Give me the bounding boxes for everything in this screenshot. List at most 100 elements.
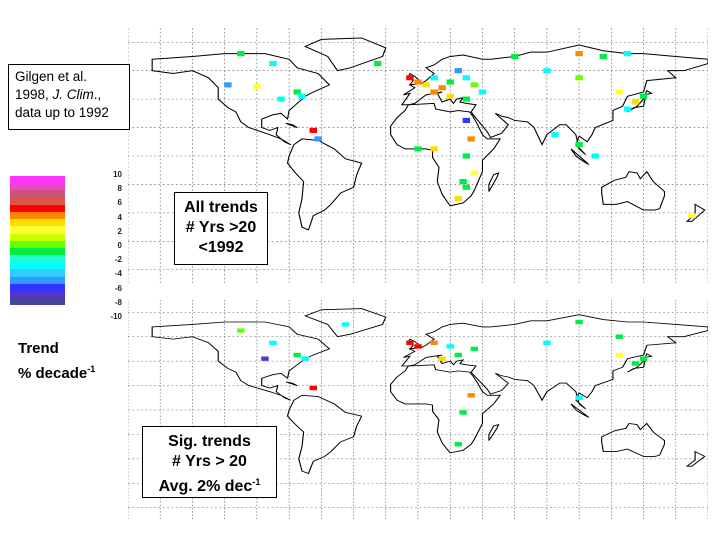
top-station-marker [309, 127, 317, 133]
top-station-marker [314, 136, 322, 142]
scale-swatch [10, 298, 65, 306]
top-panel-label-box: All trends # Yrs >20 <1992 [174, 192, 268, 265]
scale-tick-label: 6 [117, 198, 122, 208]
top-station-marker [237, 51, 245, 57]
top-station-marker [438, 85, 446, 91]
top-station-marker [467, 136, 475, 142]
legend-unit: % decade [18, 365, 88, 382]
bottom-station-marker [341, 322, 350, 327]
top-station-marker [414, 146, 422, 152]
scale-tick-label: 4 [117, 212, 122, 222]
scale-swatch [10, 269, 65, 277]
scale-swatch [10, 276, 65, 284]
bottom-station-marker [261, 356, 269, 361]
citation-line2: 1998, J. Clim., [15, 86, 129, 104]
top-station-marker [462, 153, 471, 159]
bottom-panel-label-box: Sig. trends # Yrs > 20 Avg. 2% dec-1 [142, 426, 277, 498]
citation-journal: J. Clim [52, 87, 94, 102]
scale-tick-label: 8 [117, 184, 122, 194]
top-station-marker [615, 89, 624, 95]
bottom-station-marker [406, 340, 414, 345]
coastline [151, 53, 331, 146]
top-map-panel [128, 28, 708, 284]
top-station-marker [224, 82, 232, 88]
top-station-marker [510, 53, 519, 60]
coastline [570, 403, 590, 418]
top-station-marker [551, 132, 559, 138]
top-station-marker [631, 99, 640, 105]
top-label-line3: <1992 [198, 239, 244, 256]
bottom-label-exponent: -1 [252, 477, 261, 487]
top-station-marker [374, 60, 382, 67]
bottom-station-marker [575, 395, 583, 400]
coastline [570, 148, 590, 165]
top-station-marker [446, 93, 454, 99]
scale-tick-label: -8 [114, 297, 122, 307]
top-station-marker [470, 82, 479, 88]
coastline [400, 314, 708, 410]
bottom-station-marker [459, 410, 467, 415]
bottom-station-marker [467, 393, 475, 398]
citation-suffix: ., [93, 87, 102, 102]
citation-box: Gilgen et al. 1998, J. Clim., data up to… [8, 64, 130, 130]
top-station-marker [623, 106, 632, 112]
top-station-marker [253, 83, 261, 89]
top-station-marker [298, 93, 306, 99]
legend-title: Trend % decade-1 [18, 338, 95, 384]
top-station-marker [462, 184, 471, 190]
bottom-station-marker [438, 356, 446, 361]
coastline [488, 423, 500, 441]
legend-unit-exponent: -1 [87, 364, 96, 374]
top-station-marker [269, 60, 277, 67]
coastline [601, 422, 666, 457]
color-scale-bar [10, 176, 65, 306]
bottom-label-line3: Avg. 2% dec-1 [143, 472, 276, 497]
scale-tick-label: -2 [114, 255, 122, 265]
scale-swatch [10, 190, 65, 198]
scale-swatch [10, 204, 65, 212]
scale-swatch [10, 255, 65, 263]
top-station-marker [414, 79, 422, 85]
bottom-station-marker [470, 346, 479, 352]
bottom-station-marker [575, 319, 583, 325]
top-station-marker [459, 179, 467, 185]
bottom-station-marker [430, 340, 438, 345]
scale-tick-label: 0 [117, 241, 122, 250]
scale-swatch [10, 197, 65, 205]
coastline [400, 44, 708, 155]
bottom-label-line2: # Yrs > 20 [172, 453, 247, 470]
top-station-marker [575, 75, 583, 81]
coastline [601, 170, 666, 211]
bottom-station-marker [543, 340, 551, 345]
bottom-station-marker [454, 352, 462, 358]
scale-swatch [10, 176, 65, 184]
bottom-station-marker [269, 340, 277, 345]
bottom-station-marker [309, 385, 317, 391]
top-station-marker [446, 79, 454, 85]
citation-line3: data up to 1992 [15, 105, 109, 120]
top-station-marker [454, 68, 462, 74]
top-station-marker [430, 89, 438, 95]
scale-tick-label: 10 [113, 170, 122, 179]
bottom-station-marker [237, 328, 245, 333]
top-station-marker [462, 117, 471, 124]
bottom-station-marker [293, 352, 301, 358]
coastline [685, 450, 706, 467]
bottom-station-marker [414, 344, 422, 349]
coastline [151, 321, 331, 401]
top-station-marker [543, 68, 551, 74]
scale-swatch [10, 211, 65, 220]
top-station-marker [422, 82, 430, 88]
top-station-marker [623, 51, 632, 57]
bottom-station-marker [301, 356, 309, 361]
scale-tick-label: -10 [110, 312, 122, 321]
top-station-marker [277, 96, 285, 102]
coastline [627, 353, 654, 373]
top-station-marker [462, 75, 471, 81]
coastline [627, 89, 654, 113]
top-station-marker [406, 75, 414, 81]
top-station-marker [430, 146, 438, 152]
scale-swatch [10, 247, 65, 256]
coastline [488, 172, 500, 192]
scale-swatch [10, 226, 65, 234]
